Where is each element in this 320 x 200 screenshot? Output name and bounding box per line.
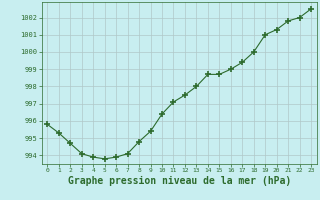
X-axis label: Graphe pression niveau de la mer (hPa): Graphe pression niveau de la mer (hPa)	[68, 176, 291, 186]
